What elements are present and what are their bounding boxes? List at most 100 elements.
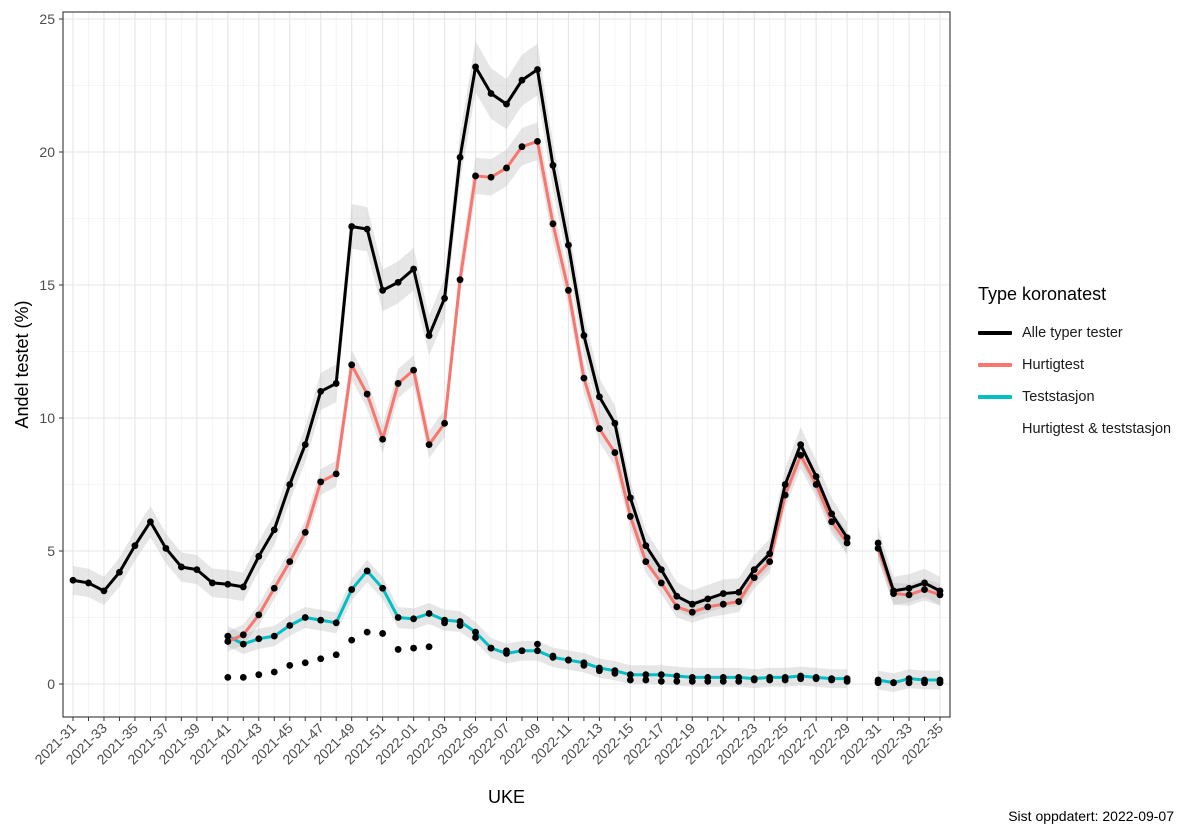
data-point xyxy=(518,76,526,84)
legend-item-teststasjon: Teststasjon xyxy=(978,381,1171,413)
data-point xyxy=(580,332,588,339)
data-point xyxy=(286,558,294,566)
legend-key-begge xyxy=(978,427,1012,431)
data-point xyxy=(874,544,882,552)
data-point xyxy=(812,675,820,683)
data-point xyxy=(224,638,232,645)
data-point xyxy=(301,441,309,448)
data-point xyxy=(441,619,448,627)
data-point xyxy=(626,513,634,520)
data-point xyxy=(828,518,836,526)
data-point xyxy=(921,579,928,587)
data-point xyxy=(534,647,541,655)
data-point xyxy=(719,590,727,597)
data-point xyxy=(255,552,263,560)
data-point xyxy=(177,563,185,571)
data-point xyxy=(797,451,805,459)
data-point xyxy=(116,568,123,576)
legend-item-alle: Alle typer tester xyxy=(978,317,1171,349)
data-point xyxy=(425,643,433,651)
data-point xyxy=(394,380,402,387)
data-point xyxy=(890,679,897,687)
data-point xyxy=(503,647,510,655)
data-point xyxy=(425,332,433,339)
data-point xyxy=(162,544,170,552)
data-point xyxy=(472,628,479,636)
data-point xyxy=(456,276,464,284)
data-point xyxy=(828,510,836,518)
data-point xyxy=(239,631,247,639)
data-point xyxy=(905,584,913,592)
data-point xyxy=(595,425,603,433)
data-point xyxy=(642,542,650,550)
data-point xyxy=(595,667,603,675)
confidence-ribbon xyxy=(227,559,848,689)
data-point xyxy=(688,600,696,608)
data-point xyxy=(812,473,820,480)
data-point xyxy=(286,622,294,629)
data-point xyxy=(580,374,588,382)
data-point xyxy=(332,619,340,627)
data-point xyxy=(394,614,402,621)
data-point xyxy=(410,366,418,374)
data-point xyxy=(595,393,603,401)
data-point xyxy=(317,655,325,663)
data-point xyxy=(688,677,696,685)
data-point xyxy=(704,603,712,611)
data-point xyxy=(642,558,650,566)
data-point xyxy=(905,679,913,687)
data-point xyxy=(379,630,387,637)
data-point xyxy=(69,576,77,584)
data-point xyxy=(781,676,789,684)
data-point xyxy=(843,677,851,685)
data-point xyxy=(673,672,681,680)
legend-label-alle: Alle typer tester xyxy=(1022,325,1123,341)
y-tick-label: 0 xyxy=(47,676,55,692)
legend-label-hurtigtest: Hurtigtest xyxy=(1022,357,1085,373)
data-point xyxy=(503,164,510,172)
data-point xyxy=(673,677,681,685)
data-point xyxy=(534,66,541,73)
data-point xyxy=(379,584,387,592)
data-point xyxy=(348,223,356,230)
data-point xyxy=(688,608,696,616)
data-point xyxy=(487,90,495,97)
data-point xyxy=(657,677,665,685)
data-point xyxy=(239,583,247,591)
data-point xyxy=(332,651,340,659)
data-point xyxy=(394,646,402,653)
data-point xyxy=(224,632,232,640)
legend-key-hurtigtest xyxy=(978,363,1012,367)
data-point xyxy=(317,478,325,486)
legend: Type koronatest Alle typer tester Hurtig… xyxy=(978,284,1171,445)
data-point xyxy=(410,265,418,273)
data-point xyxy=(487,644,495,652)
data-point xyxy=(394,278,402,286)
data-point xyxy=(565,656,572,664)
data-point xyxy=(379,435,387,443)
data-point xyxy=(348,636,356,644)
data-point xyxy=(766,676,774,684)
data-point xyxy=(224,580,232,588)
data-point xyxy=(472,172,479,180)
data-point xyxy=(766,558,774,566)
data-point xyxy=(735,588,743,596)
data-point xyxy=(332,470,340,478)
data-point xyxy=(270,526,278,534)
legend-label-begge: Hurtigtest & teststasjon xyxy=(1022,421,1172,437)
data-point xyxy=(286,661,294,669)
data-point xyxy=(657,671,665,679)
data-point xyxy=(874,539,882,547)
data-point xyxy=(193,566,201,574)
data-point xyxy=(301,659,309,667)
data-point xyxy=(750,574,758,581)
data-point xyxy=(750,566,758,574)
data-point xyxy=(301,614,309,621)
data-point xyxy=(611,449,619,456)
data-point xyxy=(642,676,650,684)
data-point xyxy=(518,647,526,655)
legend-key-alle xyxy=(978,331,1012,335)
data-point xyxy=(797,675,805,683)
data-point xyxy=(642,671,650,679)
data-point xyxy=(890,590,897,597)
